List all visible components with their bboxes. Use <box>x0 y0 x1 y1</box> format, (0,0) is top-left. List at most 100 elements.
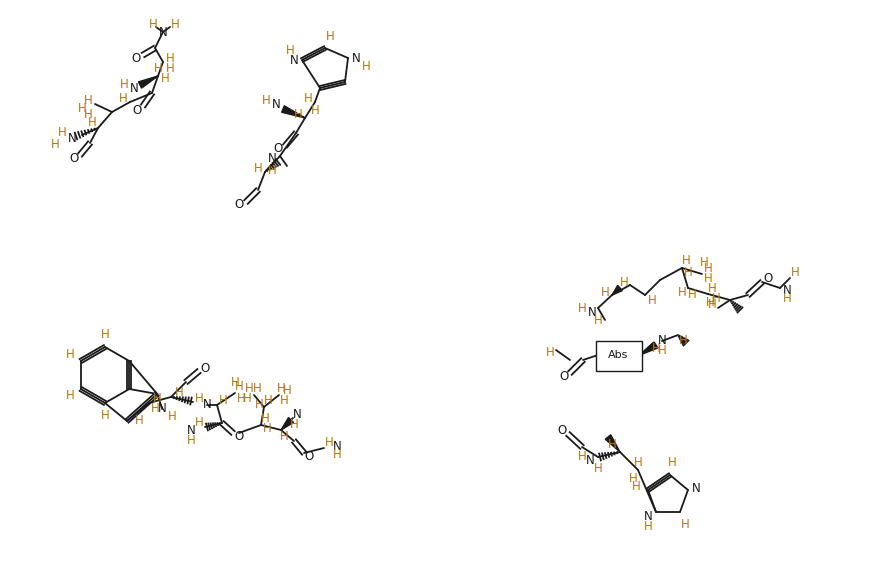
Text: H: H <box>280 394 289 407</box>
Text: H: H <box>682 254 691 267</box>
Text: N: N <box>202 398 211 411</box>
Text: O: O <box>133 104 142 117</box>
Text: H: H <box>594 314 602 326</box>
Text: H: H <box>134 414 143 428</box>
Text: H: H <box>703 261 712 274</box>
Text: O: O <box>235 431 244 444</box>
Text: H: H <box>151 403 159 415</box>
Text: H: H <box>65 389 74 402</box>
Text: N: N <box>130 81 138 94</box>
Text: H: H <box>633 455 642 468</box>
Text: H: H <box>708 298 717 312</box>
Text: H: H <box>289 418 298 431</box>
Text: H: H <box>83 94 92 107</box>
Text: N: N <box>588 305 597 319</box>
Text: H: H <box>280 431 289 444</box>
Text: H: H <box>546 346 555 359</box>
Text: N: N <box>351 52 360 64</box>
Text: H: H <box>711 291 720 305</box>
Text: H: H <box>362 60 370 73</box>
Text: N: N <box>159 26 168 39</box>
Text: H: H <box>262 94 271 107</box>
Text: H: H <box>152 393 161 406</box>
Text: N: N <box>782 284 791 297</box>
Text: H: H <box>282 384 291 397</box>
Text: H: H <box>681 517 689 530</box>
Text: H: H <box>230 376 239 390</box>
Text: H: H <box>648 294 657 306</box>
Text: H: H <box>687 288 696 301</box>
Text: H: H <box>294 108 302 121</box>
Text: O: O <box>132 52 141 64</box>
Text: H: H <box>78 101 86 114</box>
Text: H: H <box>194 393 203 406</box>
Text: H: H <box>118 93 127 105</box>
Text: H: H <box>607 438 616 451</box>
Text: H: H <box>57 125 66 138</box>
Text: H: H <box>261 413 270 425</box>
Text: H: H <box>237 391 246 404</box>
Text: H: H <box>166 53 175 66</box>
Polygon shape <box>139 76 158 88</box>
Text: H: H <box>170 18 179 30</box>
Text: N: N <box>293 408 301 421</box>
Text: H: H <box>254 162 263 175</box>
Text: H: H <box>700 255 709 268</box>
Text: H: H <box>65 348 74 361</box>
Polygon shape <box>281 418 294 430</box>
Text: H: H <box>677 285 686 298</box>
Text: H: H <box>643 520 652 533</box>
Text: N: N <box>67 131 76 145</box>
Text: H: H <box>153 62 162 74</box>
Text: H: H <box>632 479 641 492</box>
Text: H: H <box>708 281 717 295</box>
Text: H: H <box>245 381 254 394</box>
Text: H: H <box>629 472 637 485</box>
Text: H: H <box>88 115 97 128</box>
Text: H: H <box>253 381 262 394</box>
Text: H: H <box>790 265 799 278</box>
Text: H: H <box>782 292 791 305</box>
Text: H: H <box>332 448 341 462</box>
Text: H: H <box>194 417 203 430</box>
Text: H: H <box>168 411 177 424</box>
Text: N: N <box>332 441 341 454</box>
Text: N: N <box>692 482 701 495</box>
Text: H: H <box>600 285 609 298</box>
Text: H: H <box>160 71 169 84</box>
Text: O: O <box>305 449 314 462</box>
Text: N: N <box>186 424 195 437</box>
Text: O: O <box>69 152 79 165</box>
Text: H: H <box>51 138 59 152</box>
Text: H: H <box>100 409 109 422</box>
Text: H: H <box>263 394 272 407</box>
Text: H: H <box>254 398 263 411</box>
Text: H: H <box>149 18 158 30</box>
Text: Abs: Abs <box>607 350 628 360</box>
Text: H: H <box>219 394 228 407</box>
Text: N: N <box>271 98 280 111</box>
Text: O: O <box>559 370 569 383</box>
Text: H: H <box>235 380 244 394</box>
Text: H: H <box>277 381 285 394</box>
Text: H: H <box>311 104 319 117</box>
Text: H: H <box>263 421 271 434</box>
Text: H: H <box>620 275 628 288</box>
Text: H: H <box>578 449 586 462</box>
Text: N: N <box>268 152 276 165</box>
Text: H: H <box>304 91 313 104</box>
Polygon shape <box>612 285 623 295</box>
Polygon shape <box>606 435 620 452</box>
Text: H: H <box>678 335 687 347</box>
Polygon shape <box>281 105 305 118</box>
Text: H: H <box>120 77 128 90</box>
Text: H: H <box>175 386 184 398</box>
Text: H: H <box>186 434 195 447</box>
Text: H: H <box>651 342 660 356</box>
Text: O: O <box>235 199 244 212</box>
Text: H: H <box>268 163 276 176</box>
FancyBboxPatch shape <box>596 341 642 371</box>
Text: N: N <box>586 454 594 466</box>
Text: H: H <box>325 29 334 43</box>
Text: H: H <box>668 456 676 469</box>
